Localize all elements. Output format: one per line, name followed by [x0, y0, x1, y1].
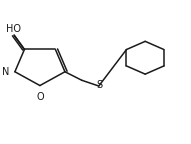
Text: HO: HO — [6, 24, 21, 34]
Text: N: N — [2, 67, 10, 77]
Text: O: O — [36, 92, 44, 102]
Text: S: S — [97, 80, 103, 90]
